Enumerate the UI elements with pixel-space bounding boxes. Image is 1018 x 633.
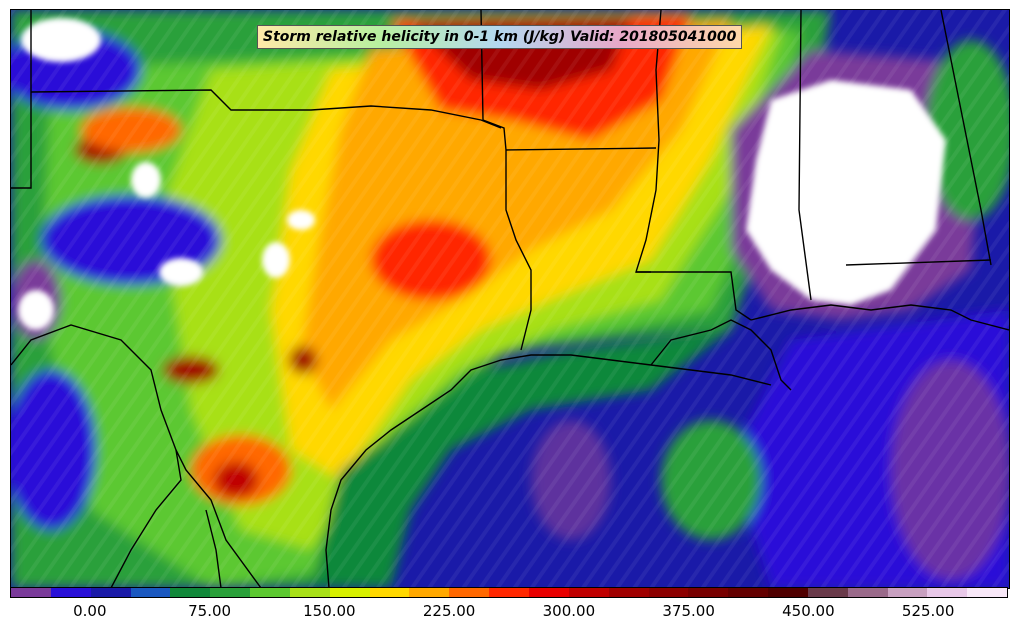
colorbar-segment bbox=[329, 588, 370, 597]
texas-oklahoma-border bbox=[11, 10, 502, 189]
colorbar-tick-label: 225.00 bbox=[422, 602, 476, 620]
map-title: Storm relative helicity in 0-1 km (J/kg)… bbox=[257, 25, 743, 49]
map-panel: Storm relative helicity in 0-1 km (J/kg)… bbox=[10, 9, 1010, 589]
colorbar-segment bbox=[768, 588, 808, 597]
colorbar-tick-label: 150.00 bbox=[303, 602, 356, 620]
helicity-field-map bbox=[11, 10, 1009, 588]
colorbar-segment bbox=[688, 588, 729, 597]
coastline-east bbox=[750, 304, 1009, 331]
boundaries bbox=[11, 10, 1009, 588]
mexico-state-line2 bbox=[205, 509, 222, 588]
colorbar-segment bbox=[807, 588, 848, 597]
alabama-georgia-border bbox=[940, 10, 992, 266]
colorbar bbox=[10, 587, 1008, 598]
colorbar-tick-label: 75.00 bbox=[188, 602, 232, 620]
texas-arkansas-line bbox=[480, 10, 532, 351]
colorbar-segment bbox=[847, 588, 888, 597]
mexico-border bbox=[11, 324, 262, 588]
colorbar-tick-label: 0.00 bbox=[73, 602, 107, 620]
louisiana-mississippi-border bbox=[636, 271, 752, 321]
colorbar-segment bbox=[130, 588, 171, 597]
colorbar-segment bbox=[90, 588, 131, 597]
colorbar-segment bbox=[887, 588, 928, 597]
coastline-texas bbox=[325, 354, 772, 588]
colorbar-segment bbox=[250, 588, 290, 597]
colorbar-labels: 0.00 75.00 150.00 225.00 300.00 375.00 450.00 5… bbox=[10, 602, 1008, 624]
colorbar-segment bbox=[170, 588, 211, 597]
mississippi-alabama-border bbox=[798, 10, 812, 301]
colorbar-segment bbox=[489, 588, 529, 597]
colorbar-segment bbox=[608, 588, 649, 597]
florida-border bbox=[845, 259, 992, 266]
colorbar-segment bbox=[409, 588, 450, 597]
colorbar-segment bbox=[289, 588, 330, 597]
coastline-louisiana bbox=[650, 319, 792, 391]
colorbar-segment bbox=[728, 588, 769, 597]
colorbar-segment bbox=[648, 588, 689, 597]
colorbar-segment bbox=[11, 588, 51, 597]
colorbar-segment bbox=[967, 588, 1008, 597]
colorbar-segment bbox=[449, 588, 490, 597]
colorbar-tick-label: 525.00 bbox=[901, 602, 955, 620]
colorbar-segment bbox=[50, 588, 91, 597]
colorbar-segment bbox=[210, 588, 251, 597]
colorbar-tick-label: 450.00 bbox=[782, 602, 835, 620]
colorbar-segment bbox=[369, 588, 410, 597]
colorbar-tick-label: 375.00 bbox=[662, 602, 715, 620]
arkansas-louisiana-border bbox=[505, 147, 657, 151]
colorbar-segment bbox=[568, 588, 609, 597]
colorbar-segment bbox=[927, 588, 968, 597]
colorbar-tick-label: 300.00 bbox=[542, 602, 596, 620]
mexico-state-line bbox=[110, 449, 182, 588]
colorbar-segment bbox=[528, 588, 569, 597]
